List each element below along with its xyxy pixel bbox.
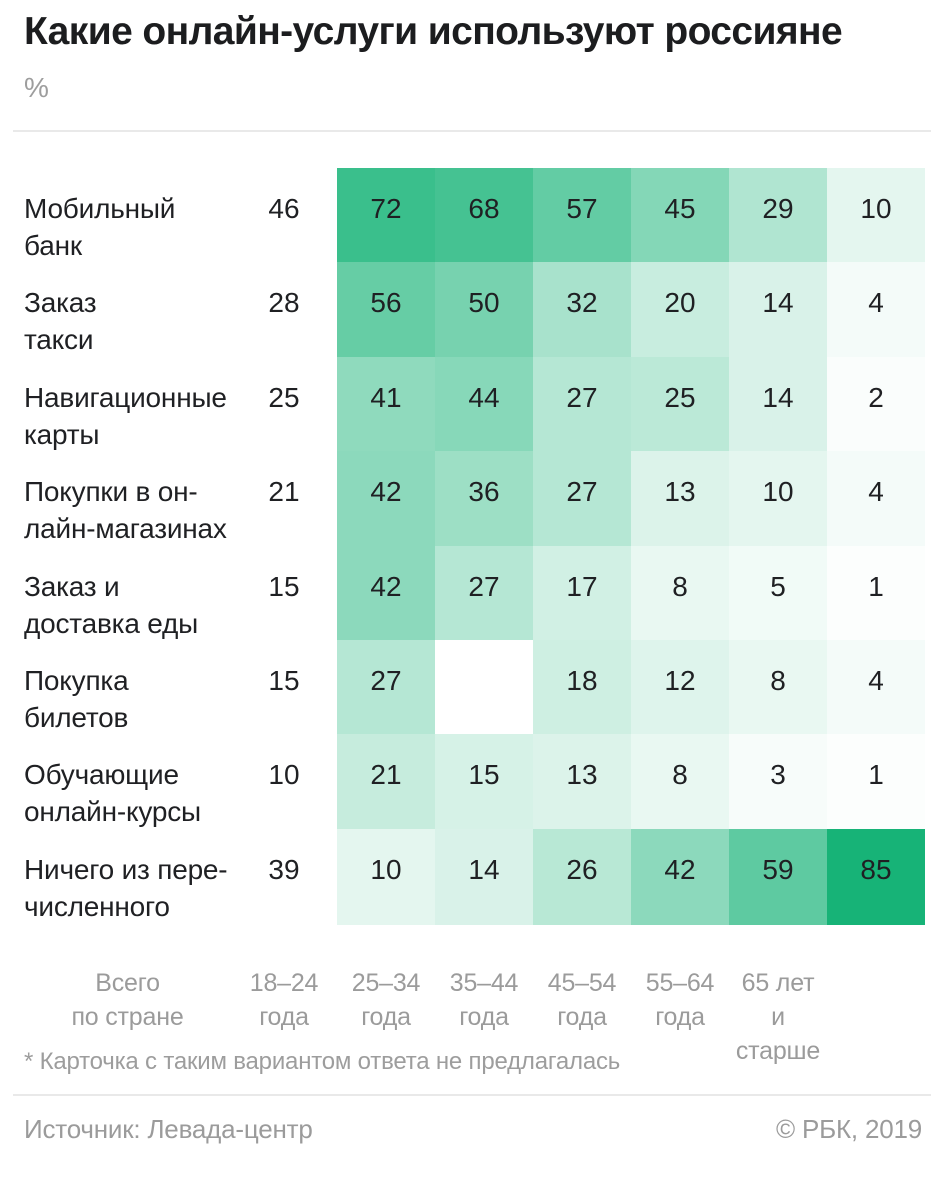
heatmap-cell: 4 [827,451,925,548]
heatmap-row: Заказ и доставка еды 15 42 27 17 8 5 1 [24,545,925,642]
heatmap-cell: 14 [729,262,827,359]
heatmap-cell: 8 [729,639,827,736]
row-total-value: 46 [268,193,300,224]
heatmap-cell: 36 [435,451,533,548]
row-total-value: 21 [268,476,300,508]
column-header: 55–64 года [645,969,715,1031]
heatmap-cell: 27 [337,639,435,736]
heatmap-cell: 14 [729,356,827,453]
heatmap-cell: 12 [631,639,729,736]
row-label: Заказ и доставка еды [24,570,199,639]
heatmap-cell: 27 [533,356,631,453]
column-header: 45–54 года [547,969,617,1031]
row-total-value: 28 [268,287,300,319]
heatmap-cell: 42 [631,828,729,925]
heatmap-cell: 3 [729,734,827,831]
heatmap-cell: 18 [533,639,631,736]
source-credit: Источник: Левада-центр [24,1114,313,1144]
heatmap-cell-empty [435,639,533,736]
heatmap-cell: 17 [533,545,631,642]
heatmap-cell: 27 [435,545,533,642]
heatmap-cell: 85 [827,828,925,925]
heatmap-cell: 15 [435,734,533,831]
row-total-value: 15 [268,570,300,602]
heatmap-cell: 2 [827,356,925,453]
heatmap-cell: 10 [337,828,435,925]
heatmap-cell: 1 [827,545,925,642]
row-label: Навигационные карты [24,381,227,450]
heatmap: Мобильный банк 46 72 68 57 45 29 10 Заказ такси 28 5… [0,168,925,925]
row-label: Покупки в он-лайн-магазинах [24,476,227,545]
heatmap-row: Ничего из пере-численного 39 10 14 26 42 59 85 [24,828,925,925]
footnote: * Карточка с таким вариантом ответа не п… [24,1048,621,1075]
heatmap-row: Обучающие онлайн-курсы 10 21 15 13 8 3 1 [24,734,925,831]
heatmap-cell: 5 [729,545,827,642]
row-label: Мобильный банк [24,193,176,261]
row-total-value: 15 [268,664,300,696]
heatmap-cell: 25 [631,356,729,453]
heatmap-row: Заказ такси 28 56 50 32 20 14 4 [24,262,925,359]
column-header: 65 лет и старше [735,969,821,1065]
row-label: Обучающие онлайн-курсы [24,759,201,828]
heatmap-row: Мобильный банк 46 72 68 57 45 29 10 [24,168,925,264]
heatmap-cell: 8 [631,545,729,642]
heatmap-cell: 29 [729,168,827,264]
heatmap-cell: 45 [631,168,729,264]
row-total-value: 10 [268,759,300,791]
heatmap-row: Навигационные карты 25 41 44 27 25 14 2 [24,356,925,453]
heatmap-cell: 44 [435,356,533,453]
heatmap-cell: 1 [827,734,925,831]
heatmap-cell: 68 [435,168,533,264]
heatmap-cell: 57 [533,168,631,264]
heatmap-cell: 21 [337,734,435,831]
unit-label: % [24,72,49,103]
chart-title: Какие онлайн-услуги используют россияне [24,10,843,53]
heatmap-cell: 50 [435,262,533,359]
heatmap-cell: 10 [827,168,925,264]
heatmap-cell: 59 [729,828,827,925]
heatmap-cell: 27 [533,451,631,548]
column-header: 18–24 года [249,969,319,1031]
row-label: Заказ такси [24,287,97,356]
footer: Источник: Левада-центр © РБК, 2019 [24,1114,922,1145]
heatmap-cell: 56 [337,262,435,359]
heatmap-cell: 4 [827,639,925,736]
bottom-divider [13,1094,931,1096]
heatmap-cell: 26 [533,828,631,925]
column-header: Всего по стране [71,969,184,1031]
row-label: Ничего из пере-численного [24,853,228,922]
heatmap-cell: 13 [631,451,729,548]
row-total-value: 39 [268,853,300,885]
heatmap-cell: 14 [435,828,533,925]
column-headers: Всего по стране 18–24 года 25–34 года 35–44 год… [24,966,925,1068]
heatmap-cell: 10 [729,451,827,548]
heatmap-cell: 32 [533,262,631,359]
heatmap-cell: 13 [533,734,631,831]
row-label: Покупка билетов [24,664,129,733]
row-total-value: 25 [268,381,300,413]
heatmap-cell: 20 [631,262,729,359]
copyright: © РБК, 2019 [775,1114,922,1144]
heatmap-row: Покупки в он-лайн-магазинах 21 42 36 27 13 10 4 [24,451,925,548]
heatmap-row: Покупка билетов 15 27 18 12 8 4 [24,639,925,736]
top-divider [13,130,931,132]
heatmap-cell: 41 [337,356,435,453]
heatmap-cell: 4 [827,262,925,359]
heatmap-cell: 8 [631,734,729,831]
heatmap-cell: 42 [337,545,435,642]
column-header: 35–44 года [449,969,519,1031]
heatmap-cell: 42 [337,451,435,548]
heatmap-cell: 72 [337,168,435,264]
column-header: 25–34 года [351,969,421,1031]
